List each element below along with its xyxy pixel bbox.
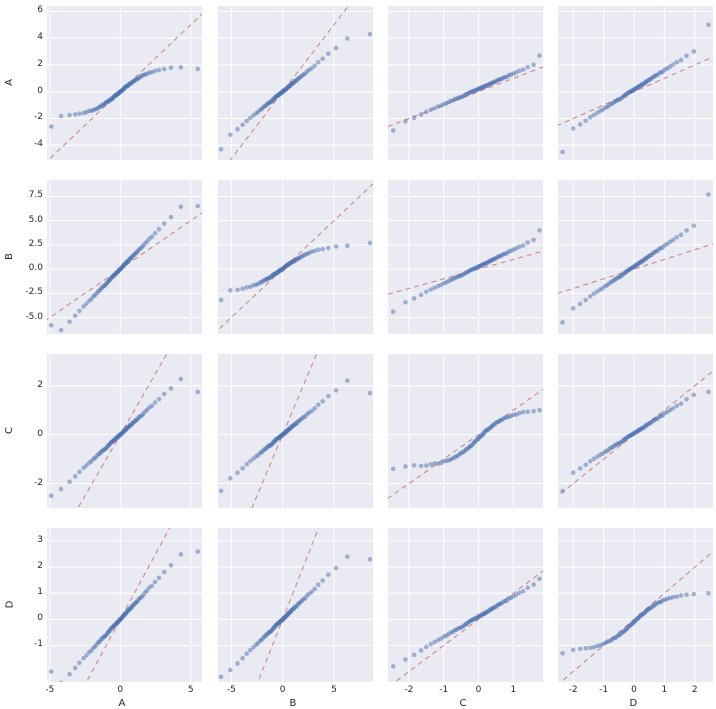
ytick-label: 2: [37, 561, 43, 571]
ylabel-D: D: [4, 601, 15, 609]
ytick-label: 0: [37, 429, 43, 439]
panel-C-C: [388, 354, 543, 508]
xlabel-A: A: [119, 698, 126, 709]
panel-D-A: [47, 528, 202, 682]
ylabel-A: A: [4, 79, 15, 86]
panel-A-C: [388, 6, 543, 160]
ytick-label: -1: [34, 639, 43, 649]
panel-B-A: [47, 180, 202, 334]
panel-B-C: [388, 180, 543, 334]
ytick-label: 0.0: [29, 263, 43, 273]
xtick-label: 5: [324, 685, 344, 695]
ytick-label: -2.5: [25, 287, 43, 297]
xlabel-B: B: [290, 698, 297, 709]
panel-A-A: [47, 6, 202, 160]
xtick-label: 0: [273, 685, 293, 695]
ytick-label: 2: [37, 59, 43, 69]
ytick-label: 7.5: [29, 190, 43, 200]
ytick-label: 3: [37, 535, 43, 545]
panel-A-D: [558, 6, 713, 160]
xtick-label: 2: [685, 685, 705, 695]
ytick-label: 6: [37, 5, 43, 15]
panel-D-B: [218, 528, 373, 682]
panel-A-B: [218, 6, 373, 160]
xtick-label: 1: [503, 685, 523, 695]
xtick-label: 0: [110, 685, 130, 695]
panel-B-B: [218, 180, 373, 334]
panel-C-B: [218, 354, 373, 508]
panel-C-D: [558, 354, 713, 508]
xtick-label: -2: [399, 685, 419, 695]
scatter-matrix: -4-20246-5.0-2.50.02.55.07.5-202-10123-5…: [0, 0, 716, 707]
ytick-label: 0: [37, 86, 43, 96]
ytick-label: 4: [37, 32, 43, 42]
xtick-label: -5: [221, 685, 241, 695]
xtick-label: -2: [563, 685, 583, 695]
ytick-label: 1: [37, 587, 43, 597]
xtick-label: 1: [654, 685, 674, 695]
xtick-label: 5: [181, 685, 201, 695]
ytick-label: -5.0: [25, 312, 43, 322]
panel-D-D: [558, 528, 713, 682]
xtick-label: -1: [594, 685, 614, 695]
ytick-label: 2.5: [29, 239, 43, 249]
ylabel-C: C: [4, 427, 15, 434]
ylabel-B: B: [4, 253, 15, 260]
ytick-label: 0: [37, 613, 43, 623]
ytick-label: -2: [34, 478, 43, 488]
xlabel-D: D: [630, 698, 638, 709]
xtick-label: 0: [469, 685, 489, 695]
ytick-label: 5.0: [29, 215, 43, 225]
xtick-label: -1: [434, 685, 454, 695]
ytick-label: -2: [34, 112, 43, 122]
panel-C-A: [47, 354, 202, 508]
ytick-label: 2: [37, 380, 43, 390]
panel-B-D: [558, 180, 713, 334]
xtick-label: -5: [40, 685, 60, 695]
ytick-label: -4: [34, 139, 43, 149]
panel-D-C: [388, 528, 543, 682]
xlabel-C: C: [460, 698, 467, 709]
xtick-label: 0: [624, 685, 644, 695]
